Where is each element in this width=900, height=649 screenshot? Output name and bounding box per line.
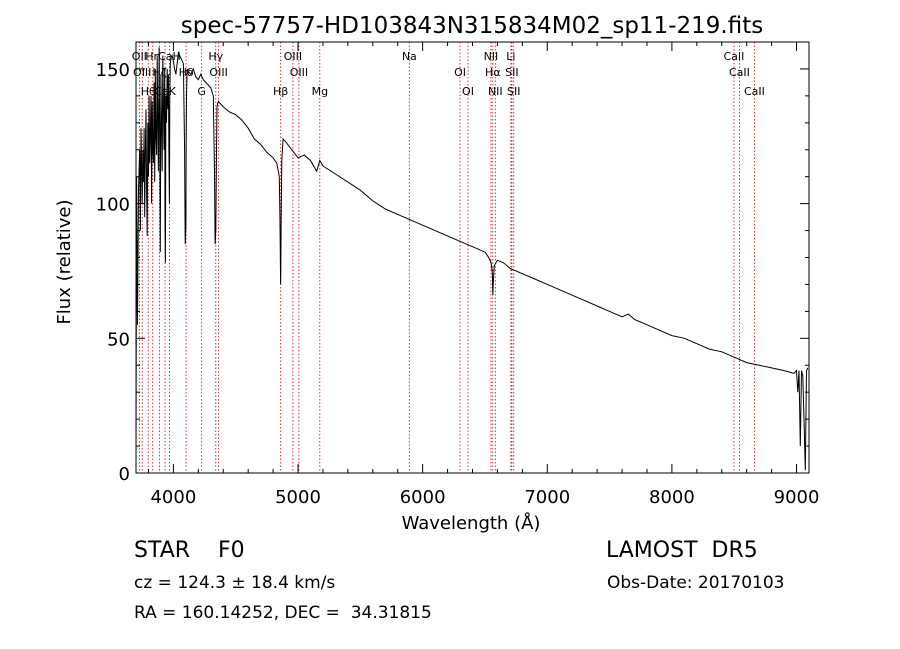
observation-date: Obs-Date: 20170103 [607, 573, 785, 593]
line-label-18: NII [484, 50, 499, 63]
line-label-26: CaII [744, 85, 765, 98]
line-label-24: CaII [724, 50, 745, 63]
x-axis-ticks: 4000 5000 6000 7000 8000 9000 [147, 42, 820, 508]
x-tick-label-3: 7000 [524, 487, 570, 508]
line-label-10: OIII [209, 66, 227, 79]
line-label-21: Li [506, 50, 515, 63]
line-label-13: OIII [290, 66, 308, 79]
line-label-23: SII [507, 85, 520, 98]
y-axis-ticks: 0 50 100 150 [96, 41, 809, 485]
line-label-14: Mg [312, 85, 328, 98]
line-label-7: Hδ [179, 66, 194, 79]
y-axis-label: Flux (relative) [54, 199, 75, 324]
spectrum-line [135, 47, 809, 471]
line-label-3: Hη [145, 50, 160, 63]
line-label-15: Na [402, 50, 417, 63]
line-markers [138, 42, 755, 473]
line-label-11: Hβ [273, 85, 288, 98]
plot-frame [135, 41, 810, 474]
x-tick-label-0: 4000 [150, 487, 196, 508]
line-label-25: CaII [729, 66, 750, 79]
line-labels: OIIOIIIHθHηHζCaKCaHHδGHγOIIIHβOIIIOIIIMg… [132, 50, 765, 98]
line-label-22: SII [505, 66, 518, 79]
redshift-cz: cz = 124.3 ± 18.4 km/s [134, 573, 336, 593]
line-label-19: Hα [485, 66, 501, 79]
line-label-12: OIII [284, 50, 302, 63]
x-tick-label-1: 5000 [275, 487, 321, 508]
x-tick-label-2: 6000 [400, 487, 446, 508]
y-tick-label-3: 150 [96, 60, 130, 81]
line-label-9: Hγ [208, 50, 223, 63]
line-label-2: Hθ [141, 85, 156, 98]
object-type: STAR F0 [134, 538, 245, 563]
y-tick-label-1: 50 [107, 329, 130, 350]
ra-dec: RA = 160.14252, DEC = 34.31815 [134, 603, 432, 623]
y-tick-label-0: 0 [119, 464, 130, 485]
y-tick-label-2: 100 [96, 195, 130, 216]
line-label-6: CaH [158, 50, 181, 63]
chart-title: spec-57757-HD103843N315834M02_sp11-219.f… [181, 13, 763, 39]
x-axis-label: Wavelength (Å) [402, 512, 541, 534]
line-label-8: G [197, 85, 206, 98]
x-tick-label-4: 8000 [649, 487, 695, 508]
x-tick-label-5: 9000 [774, 487, 820, 508]
line-label-20: NII [488, 85, 503, 98]
line-label-17: OI [462, 85, 474, 98]
line-label-16: OI [454, 66, 466, 79]
survey-release: LAMOST DR5 [606, 538, 758, 563]
